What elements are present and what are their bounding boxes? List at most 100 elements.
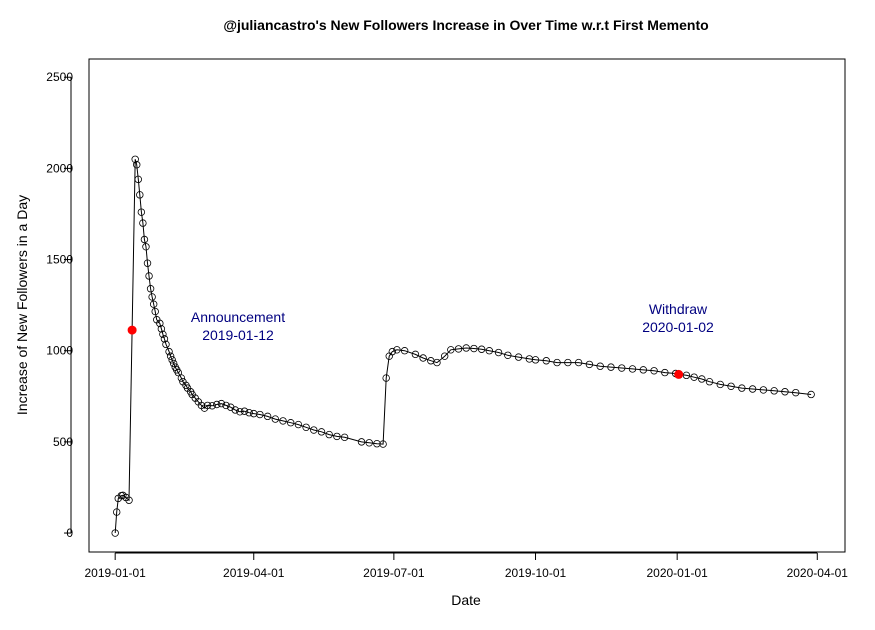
data-point (373, 440, 381, 448)
data-point (698, 375, 706, 383)
data-point (542, 357, 550, 365)
data-point (639, 366, 647, 374)
data-point (160, 335, 169, 343)
data-point (716, 380, 724, 389)
data-point (310, 426, 318, 434)
data-point (393, 346, 401, 354)
data-point (113, 508, 121, 516)
data-point (317, 428, 326, 436)
annotation-text: Withdraw (649, 301, 708, 317)
data-point (156, 319, 164, 328)
data-point (770, 387, 778, 395)
y-tick-label: 2500 (46, 70, 73, 84)
data-point (137, 208, 146, 216)
y-tick-label: 2000 (46, 161, 73, 175)
data-point (157, 325, 166, 333)
data-point (419, 354, 427, 362)
data-point (236, 408, 244, 416)
data-point (596, 362, 604, 370)
data-point (203, 401, 212, 410)
data-point (111, 529, 119, 537)
data-point (134, 175, 142, 184)
data-point (379, 440, 387, 448)
data-point (382, 374, 390, 382)
data-point (357, 438, 366, 446)
data-point (146, 285, 155, 293)
data-point (208, 402, 216, 410)
data-point (564, 358, 572, 367)
data-point (333, 432, 341, 441)
data-point (574, 358, 583, 367)
data-point (690, 373, 698, 381)
data-point (485, 347, 494, 355)
data-point (759, 386, 768, 394)
data-point (585, 360, 594, 369)
data-point (400, 347, 409, 355)
annotation-text: 2020-01-02 (642, 319, 714, 335)
y-tick-label: 0 (66, 526, 73, 540)
data-point (618, 364, 626, 372)
data-point (661, 368, 669, 377)
data-point (162, 340, 170, 349)
data-point (447, 346, 455, 354)
data-point (151, 307, 159, 316)
data-point (140, 235, 149, 244)
highlight-point (674, 369, 684, 379)
data-point (433, 358, 441, 367)
data-point (781, 388, 789, 396)
chart-title: @juliancastro's New Followers Increase i… (223, 17, 708, 33)
data-point (650, 367, 658, 375)
data-point (302, 423, 310, 431)
data-point (462, 344, 470, 352)
data-point (131, 155, 139, 163)
plot-frame (88, 58, 846, 553)
data-point (738, 384, 746, 392)
data-point (807, 390, 815, 399)
data-point (245, 409, 253, 417)
data-point (454, 345, 463, 353)
data-point (125, 496, 133, 504)
x-tick-label: 2020-04-01 (787, 566, 849, 580)
data-point (607, 363, 615, 371)
data-point (133, 161, 141, 169)
data-point (174, 368, 183, 377)
data-point (727, 382, 735, 390)
data-point (263, 412, 272, 421)
y-tick-label: 1000 (46, 344, 73, 358)
series-line (114, 159, 812, 534)
data-point (177, 374, 186, 382)
data-point (705, 378, 714, 386)
data-point (411, 350, 420, 359)
data-point (477, 345, 486, 353)
data-point (748, 385, 757, 393)
data-point (628, 365, 637, 373)
data-point (142, 243, 150, 251)
data-point (365, 439, 373, 447)
annotation-text: Announcement (191, 309, 285, 325)
data-point (148, 293, 156, 301)
x-tick-label: 2020-01-01 (646, 566, 708, 580)
y-axis-label: Increase of New Followers in a Day (14, 195, 30, 415)
y-tick-label: 500 (53, 435, 73, 449)
data-point (340, 433, 349, 442)
data-point (217, 399, 226, 408)
x-tick-label: 2019-10-01 (505, 566, 567, 580)
x-axis-label: Date (451, 592, 481, 608)
data-point (168, 356, 176, 364)
data-point (440, 352, 449, 360)
annotation-text: 2019-01-12 (202, 327, 274, 343)
data-point (213, 400, 221, 409)
data-point (294, 420, 303, 429)
highlight-point (127, 325, 137, 335)
data-point (504, 351, 512, 359)
data-point (149, 300, 158, 308)
x-tick-label: 2019-01-01 (84, 566, 146, 580)
data-point (271, 415, 280, 423)
data-point (240, 407, 249, 415)
data-point (256, 410, 264, 419)
data-point (159, 330, 167, 339)
x-tick-label: 2019-04-01 (223, 566, 285, 580)
data-point (145, 272, 153, 280)
data-point (553, 358, 561, 367)
